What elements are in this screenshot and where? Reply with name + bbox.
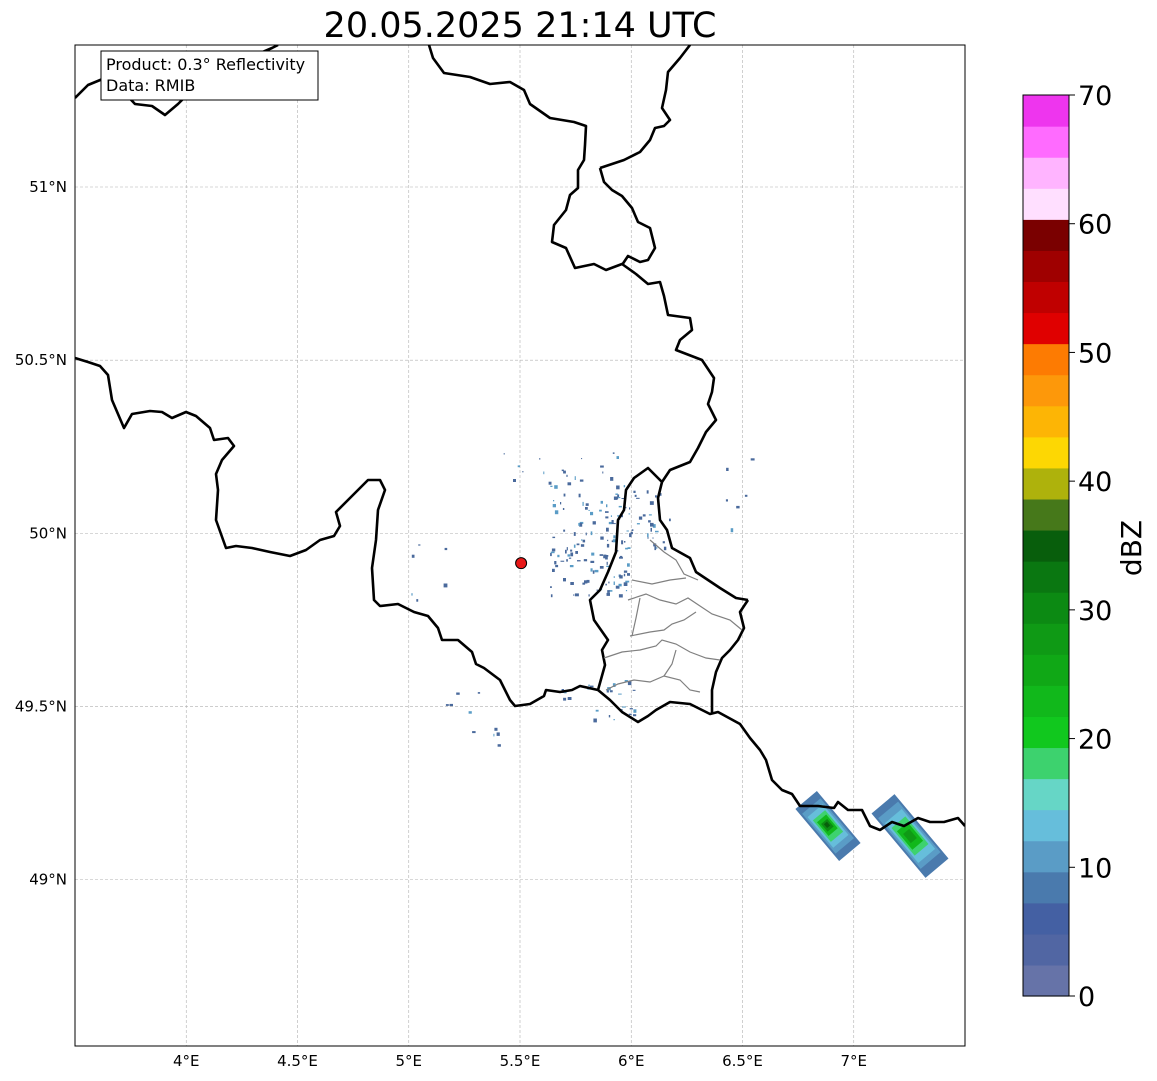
colorbar-swatch — [1023, 343, 1069, 376]
colorbar-tick-label: 30 — [1078, 596, 1112, 627]
colorbar-swatch — [1023, 964, 1069, 997]
info-product: Product: 0.3° Reflectivity — [106, 55, 305, 74]
radar-site-marker — [515, 557, 528, 570]
map-content: Product: 0.3° Reflectivity Data: RMIB — [75, 45, 965, 878]
colorbar-swatch — [1023, 498, 1069, 531]
colorbar-swatch — [1023, 126, 1069, 158]
colorbar-swatch — [1023, 809, 1069, 842]
lat-tick-label: 49°N — [29, 871, 67, 889]
colorbar-swatch — [1023, 747, 1069, 780]
colorbar-swatch — [1023, 933, 1069, 966]
region-boundaries — [603, 539, 743, 693]
info-box: Product: 0.3° Reflectivity Data: RMIB — [100, 50, 319, 101]
colorbar-ticks: 0 10 20 30 40 50 60 70 — [1069, 81, 1112, 1013]
colorbar-frame — [1022, 94, 1070, 997]
figure-title: 20.05.2025 21:14 UTC — [324, 6, 717, 46]
colorbar-tick-label: 70 — [1078, 81, 1112, 112]
colorbar-swatch — [1023, 312, 1069, 345]
colorbar-swatch — [1023, 281, 1069, 314]
lon-tick-label: 4.5°E — [277, 1052, 318, 1070]
lon-tick-label: 5.5°E — [500, 1052, 541, 1070]
lat-tick-label: 49.5°N — [15, 698, 67, 716]
colorbar-swatch — [1023, 374, 1069, 407]
colorbar-label: dBZ — [1115, 520, 1148, 576]
axis-ticks: 4°E 4.5°E 5°E 5.5°E 6°E 6.5°E 7°E 51°N 50.5°N 50°… — [15, 178, 867, 1070]
storm-cell-1 — [795, 790, 861, 862]
colorbar: 0 10 20 30 40 50 60 70 dBZ — [1022, 81, 1148, 1013]
colorbar-swatch — [1023, 840, 1069, 873]
colorbar-tick-label: 60 — [1078, 210, 1112, 241]
colorbar-swatch — [1023, 529, 1069, 562]
colorbar-tick-label: 10 — [1078, 853, 1112, 884]
colorbar-swatch — [1023, 716, 1069, 749]
info-data: Data: RMIB — [106, 76, 195, 95]
colorbar-swatch — [1023, 157, 1069, 189]
colorbar-tick-label: 40 — [1078, 467, 1112, 498]
colorbar-tick-label: 0 — [1078, 982, 1095, 1013]
colorbar-tick-label: 20 — [1078, 725, 1112, 756]
colorbar-swatch — [1023, 250, 1069, 283]
lat-tick-label: 50.5°N — [15, 351, 67, 369]
map-frame — [74, 44, 966, 1047]
colorbar-swatch — [1023, 95, 1069, 127]
colorbar-swatch — [1023, 902, 1069, 935]
colorbar-swatch — [1023, 219, 1069, 251]
lon-tick-label: 4°E — [173, 1052, 200, 1070]
lon-tick-label: 6.5°E — [722, 1052, 763, 1070]
colorbar-swatch — [1023, 592, 1069, 624]
colorbar-swatch — [1023, 623, 1069, 655]
colorbar-swatch — [1023, 778, 1069, 811]
colorbar-swatch — [1023, 871, 1069, 904]
colorbar-swatch — [1023, 405, 1069, 438]
lon-tick-label: 5°E — [395, 1052, 422, 1070]
colorbar-swatch — [1023, 188, 1069, 220]
colorbar-tick-label: 50 — [1078, 338, 1112, 369]
colorbar-swatch — [1023, 561, 1069, 593]
colorbar-swatch — [1023, 436, 1069, 469]
low-reflectivity-speckle — [411, 452, 755, 747]
lat-tick-label: 50°N — [29, 524, 67, 542]
colorbar-swatch — [1023, 685, 1069, 717]
map-axes: Product: 0.3° Reflectivity Data: RMIB 4°… — [15, 44, 966, 1070]
colorbar-swatch — [1023, 654, 1069, 686]
colorbar-swatches — [1023, 95, 1069, 997]
lon-tick-label: 7°E — [840, 1052, 867, 1070]
lon-tick-label: 6°E — [618, 1052, 645, 1070]
colorbar-swatch — [1023, 467, 1069, 500]
lat-tick-label: 51°N — [29, 178, 67, 196]
